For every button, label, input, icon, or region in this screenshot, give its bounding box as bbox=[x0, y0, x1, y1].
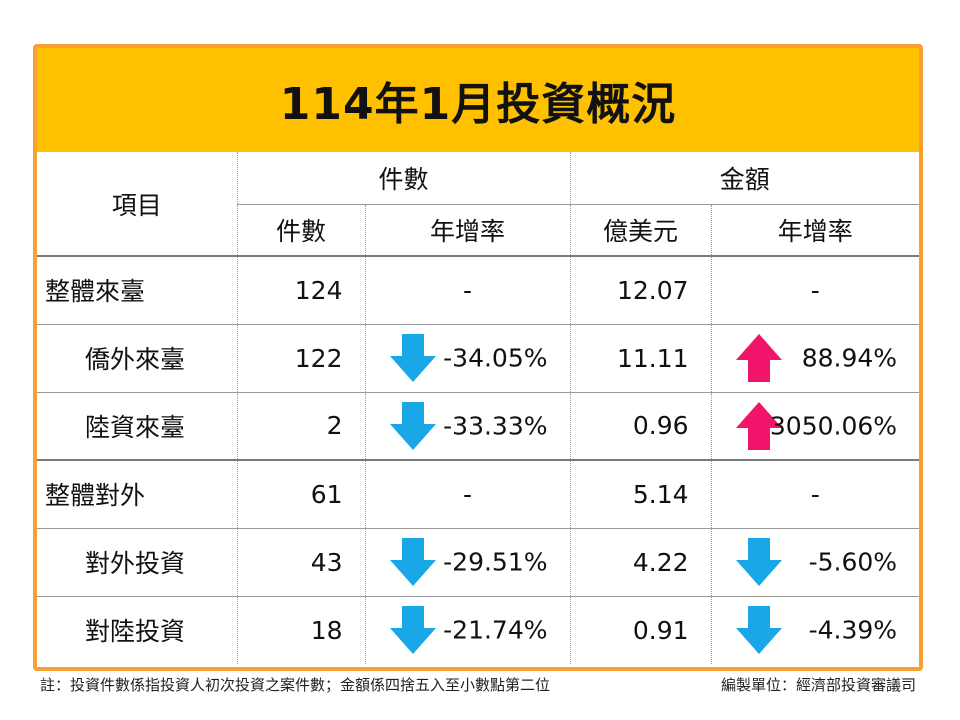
table-row: 整體對外 61-5.14- bbox=[37, 460, 920, 529]
down-arrow-icon bbox=[735, 538, 782, 586]
row-count-rate: -29.51% bbox=[364, 528, 571, 597]
row-amount: 4.22 bbox=[569, 528, 712, 597]
row-count: 43 bbox=[236, 528, 366, 597]
title-bar: 114年1月投資概況 bbox=[37, 48, 919, 152]
down-arrow-icon bbox=[389, 538, 436, 586]
row-count-rate: - bbox=[364, 256, 571, 325]
down-arrow-icon bbox=[389, 334, 436, 382]
table-body: 整體來臺 124-12.07- 僑外來臺 122 -34.05% 11.11 88.94% 陸… bbox=[37, 256, 920, 664]
row-count-rate: - bbox=[364, 460, 571, 529]
row-amount-rate: - bbox=[710, 460, 920, 529]
header-count-rate: 年增率 bbox=[364, 204, 571, 257]
table-row: 對陸投資 18 -21.74% 0.91 -4.39% bbox=[37, 596, 920, 664]
table-row: 陸資來臺 2 -33.33% 0.96 3050.06% bbox=[37, 392, 920, 461]
table-row: 僑外來臺 122 -34.05% 11.11 88.94% bbox=[37, 324, 920, 393]
row-amount-rate-value: 88.94% bbox=[801, 343, 898, 373]
row-amount-rate: -4.39% bbox=[710, 596, 920, 664]
row-count-rate-value: -29.51% bbox=[443, 547, 548, 577]
header-amount-rate: 年增率 bbox=[710, 204, 920, 257]
table-row: 整體來臺 124-12.07- bbox=[37, 256, 920, 325]
header-amount-group: 金額 bbox=[569, 152, 920, 205]
row-name: 對外投資 bbox=[37, 528, 238, 597]
row-amount: 0.91 bbox=[569, 596, 712, 664]
row-amount-rate-value: 3050.06% bbox=[769, 411, 898, 441]
row-name: 對陸投資 bbox=[37, 596, 238, 664]
row-count: 18 bbox=[236, 596, 366, 664]
down-arrow-icon bbox=[735, 606, 782, 655]
footer-org: 編製單位：經濟部投資審議司 bbox=[720, 676, 916, 694]
row-amount-rate: - bbox=[710, 256, 920, 325]
header-row-groups: 項目 件數 金額 bbox=[37, 152, 920, 257]
row-amount: 0.96 bbox=[569, 392, 712, 461]
row-count-rate-value: -34.05% bbox=[443, 343, 548, 373]
row-name: 僑外來臺 bbox=[37, 324, 238, 393]
slide-frame: 114年1月投資概況 項目 件數 金額 件數 年增率 億美元 年增率 整體來臺 1… bbox=[33, 44, 923, 671]
row-count: 2 bbox=[236, 392, 366, 461]
row-name: 整體來臺 bbox=[37, 256, 238, 325]
row-count: 124 bbox=[236, 256, 366, 325]
row-count: 122 bbox=[236, 324, 366, 393]
row-count: 61 bbox=[236, 460, 366, 529]
row-amount: 12.07 bbox=[569, 256, 712, 325]
header-amount: 億美元 bbox=[569, 204, 712, 257]
row-name: 整體對外 bbox=[37, 460, 238, 529]
table-row: 對外投資 43 -29.51% 4.22 -5.60% bbox=[37, 528, 920, 597]
row-amount: 5.14 bbox=[569, 460, 712, 529]
row-amount: 11.11 bbox=[569, 324, 712, 393]
up-arrow-icon bbox=[735, 334, 782, 382]
row-amount-rate: 3050.06% bbox=[710, 392, 920, 461]
row-amount-rate-value: -5.60% bbox=[808, 547, 898, 577]
row-amount-rate-value: -4.39% bbox=[808, 615, 898, 645]
row-count-rate-value: -21.74% bbox=[443, 615, 548, 645]
row-count-rate: -21.74% bbox=[364, 596, 571, 664]
page-title: 114年1月投資概況 bbox=[279, 79, 677, 130]
header-item: 項目 bbox=[37, 152, 238, 257]
row-count-rate: -33.33% bbox=[364, 392, 571, 461]
row-name: 陸資來臺 bbox=[37, 392, 238, 461]
down-arrow-icon bbox=[389, 606, 436, 655]
header-row-columns: 件數 年增率 億美元 年增率 bbox=[37, 204, 920, 257]
header-count-group: 件數 bbox=[236, 152, 571, 205]
row-amount-rate: 88.94% bbox=[710, 324, 920, 393]
row-count-rate: -34.05% bbox=[364, 324, 571, 393]
row-amount-rate: -5.60% bbox=[710, 528, 920, 597]
up-arrow-icon bbox=[735, 401, 782, 450]
investment-table: 項目 件數 金額 件數 年增率 億美元 年增率 整體來臺 124-12.07- 僑外… bbox=[37, 152, 920, 664]
footer-note: 註：投資件數係指投資人初次投資之案件數；金額係四捨五入至小數點第二位 bbox=[40, 676, 551, 694]
down-arrow-icon bbox=[389, 401, 436, 450]
row-count-rate-value: -33.33% bbox=[443, 411, 548, 441]
header-count: 件數 bbox=[237, 204, 366, 257]
